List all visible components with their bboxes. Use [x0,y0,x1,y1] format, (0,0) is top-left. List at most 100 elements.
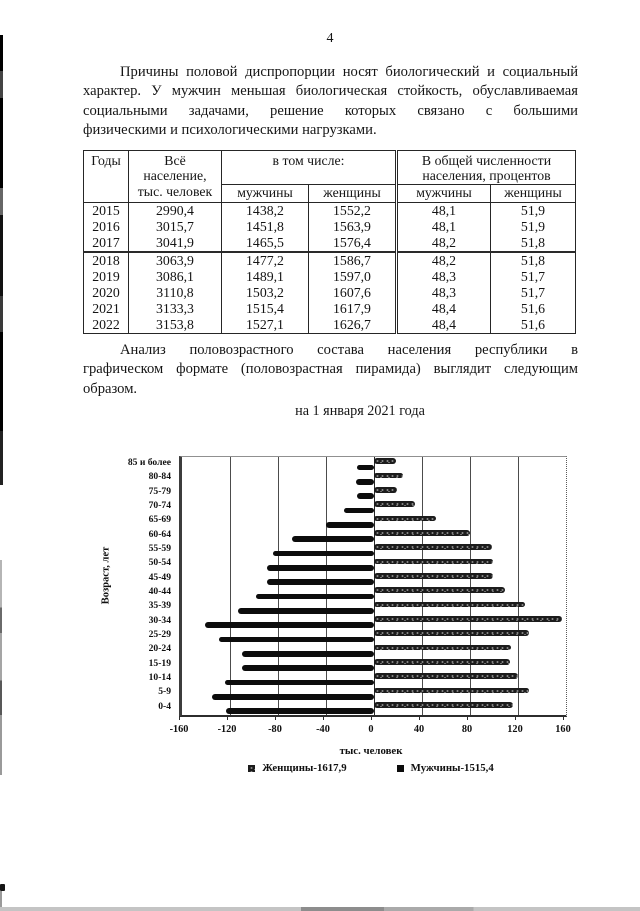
table-cell: 2018 [83,251,129,269]
table-row: 2015 2990,4 1438,2 1552,2 48,1 51,9 [83,202,576,219]
paragraph-line: Анализ половозрастного состава населения… [120,342,578,358]
x-tick-mark [179,716,180,720]
table-cell: 1515,4 [221,300,309,317]
paragraph-2: Анализ половозрастного состава населения… [83,341,578,399]
population-table-body: 2015 2990,4 1438,2 1552,2 48,1 51,9 2016 3015,7… [83,202,576,334]
bar-women [374,530,470,536]
plot-area [179,456,567,717]
table-cell: 1597,0 [308,268,397,285]
bar-women [374,515,437,522]
table-cell: 48,3 [395,284,491,301]
table-cell: 48,1 [395,202,491,219]
age-tick-label: 60-64 [148,528,171,540]
scan-artifact-left-strip-lower [0,560,2,775]
legend-item: Мужчины-1515,4 [396,762,494,774]
age-tick-label: 5-9 [158,686,171,698]
bar-women [374,601,526,608]
paragraph-line: социальными задачами, решение которых св… [83,102,578,119]
paragraph-line: образом. [83,380,138,397]
bar-men [357,464,374,471]
table-row: 2022 3153,8 1527,1 1626,7 48,4 51,6 [83,316,576,334]
bar-men [242,665,374,671]
header-men-percent: мужчины [395,184,491,203]
table-cell: 51,7 [490,284,576,301]
scan-artifact-bottom-band [0,907,640,911]
gridline [278,457,279,715]
table-cell: 1617,9 [308,300,397,317]
table-cell: 48,3 [395,268,491,285]
bar-women [374,458,396,465]
x-tick-mark [419,716,420,720]
legend-label: Мужчины-1515,4 [410,762,494,774]
header-years: Годы [83,150,129,203]
table-cell: 2016 [83,218,129,235]
bar-men [267,564,374,571]
table-cell: 1438,2 [221,202,309,219]
header-total-population: Всё население, тыс. человек [128,150,222,203]
table-cell: 48,2 [395,234,491,253]
table-cell: 3153,8 [128,316,222,334]
header-men: мужчины [221,184,309,203]
x-axis-title: тыс. человек [339,745,403,757]
x-tick-mark [467,716,468,720]
x-tick-label: 0 [368,724,374,735]
page-number: 4 [326,31,334,46]
age-tick-label: 45-49 [148,571,171,583]
bar-men [256,593,374,600]
table-row: 2016 3015,7 1451,8 1563,9 48,1 51,9 [83,218,576,235]
bar-men [267,579,374,585]
x-tick-mark [227,716,228,720]
table-cell: 51,6 [490,300,576,317]
table-cell: 1586,7 [308,251,397,269]
bar-men [356,478,374,485]
age-tick-label: 70-74 [148,499,171,511]
scan-artifact-left-strip [0,35,3,485]
table-cell: 3063,9 [128,251,222,269]
age-tick-label: 85 и более [127,457,171,468]
table-cell: 3041,9 [128,234,222,253]
bar-women [374,487,397,493]
table-cell: 2017 [83,234,129,253]
x-tick-mark [563,716,564,720]
bar-men [357,493,374,499]
x-tick-label: -160 [169,724,189,735]
x-tick-label: -80 [268,724,282,735]
bar-women [374,630,529,637]
bar-women [374,472,403,479]
bar-men [326,521,374,528]
table-cell: 1576,4 [308,234,397,253]
bar-men [212,693,374,700]
x-tick-mark [515,716,516,720]
age-tick-label: 25-29 [148,628,171,640]
age-tick-label: 55-59 [148,542,171,554]
header-women: женщины [308,184,397,203]
header-women-percent: женщины [490,184,576,203]
gridline [326,457,327,715]
bar-men [273,550,374,557]
scan-artifact-left-blob [0,884,5,891]
paragraph-line: физическими и психологическими нагрузкам… [83,122,377,139]
header-share: В общей численности населения, процентов [395,150,576,185]
gridline [470,457,471,715]
table-cell: 51,8 [490,234,576,253]
table-cell: 51,9 [490,218,576,235]
chart-caption: на 1 января 2021 года [295,403,425,419]
table-cell: 51,8 [490,251,576,269]
table-cell: 48,1 [395,218,491,235]
table-cell: 2019 [83,268,129,285]
population-table-header: Годы Всё население, тыс. человек в том ч… [83,150,576,203]
gridline [518,457,519,715]
x-tick-mark [323,716,324,720]
table-row: 2017 3041,9 1465,5 1576,4 48,2 51,8 [83,234,576,253]
paragraph-1: Причины половой диспропорции носят биоло… [83,63,578,141]
paragraph-line: Причины половой диспропорции носят биоло… [120,64,578,80]
bar-men [242,650,374,657]
age-tick-label: 65-69 [148,514,171,526]
table-cell: 3086,1 [128,268,222,285]
x-tick-label: 80 [461,724,473,735]
scan-artifact-left-line [0,891,2,908]
header-including: в том числе: [221,150,397,185]
legend-label: Женщины-1617,9 [262,762,347,774]
table-cell: 2990,4 [128,202,222,219]
